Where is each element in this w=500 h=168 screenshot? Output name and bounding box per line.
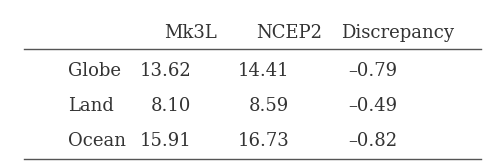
Text: –0.79: –0.79 <box>348 62 398 80</box>
Text: 8.59: 8.59 <box>249 97 290 115</box>
Text: –0.49: –0.49 <box>348 97 398 115</box>
Text: NCEP2: NCEP2 <box>256 24 322 42</box>
Text: Globe: Globe <box>68 62 121 80</box>
Text: Discrepancy: Discrepancy <box>341 24 454 42</box>
Text: 14.41: 14.41 <box>238 62 290 80</box>
Text: –0.82: –0.82 <box>348 133 398 151</box>
Text: 13.62: 13.62 <box>139 62 191 80</box>
Text: 16.73: 16.73 <box>238 133 290 151</box>
Text: 15.91: 15.91 <box>139 133 191 151</box>
Text: 8.10: 8.10 <box>150 97 191 115</box>
Text: Ocean: Ocean <box>68 133 126 151</box>
Text: Mk3L: Mk3L <box>164 24 218 42</box>
Text: Land: Land <box>68 97 114 115</box>
